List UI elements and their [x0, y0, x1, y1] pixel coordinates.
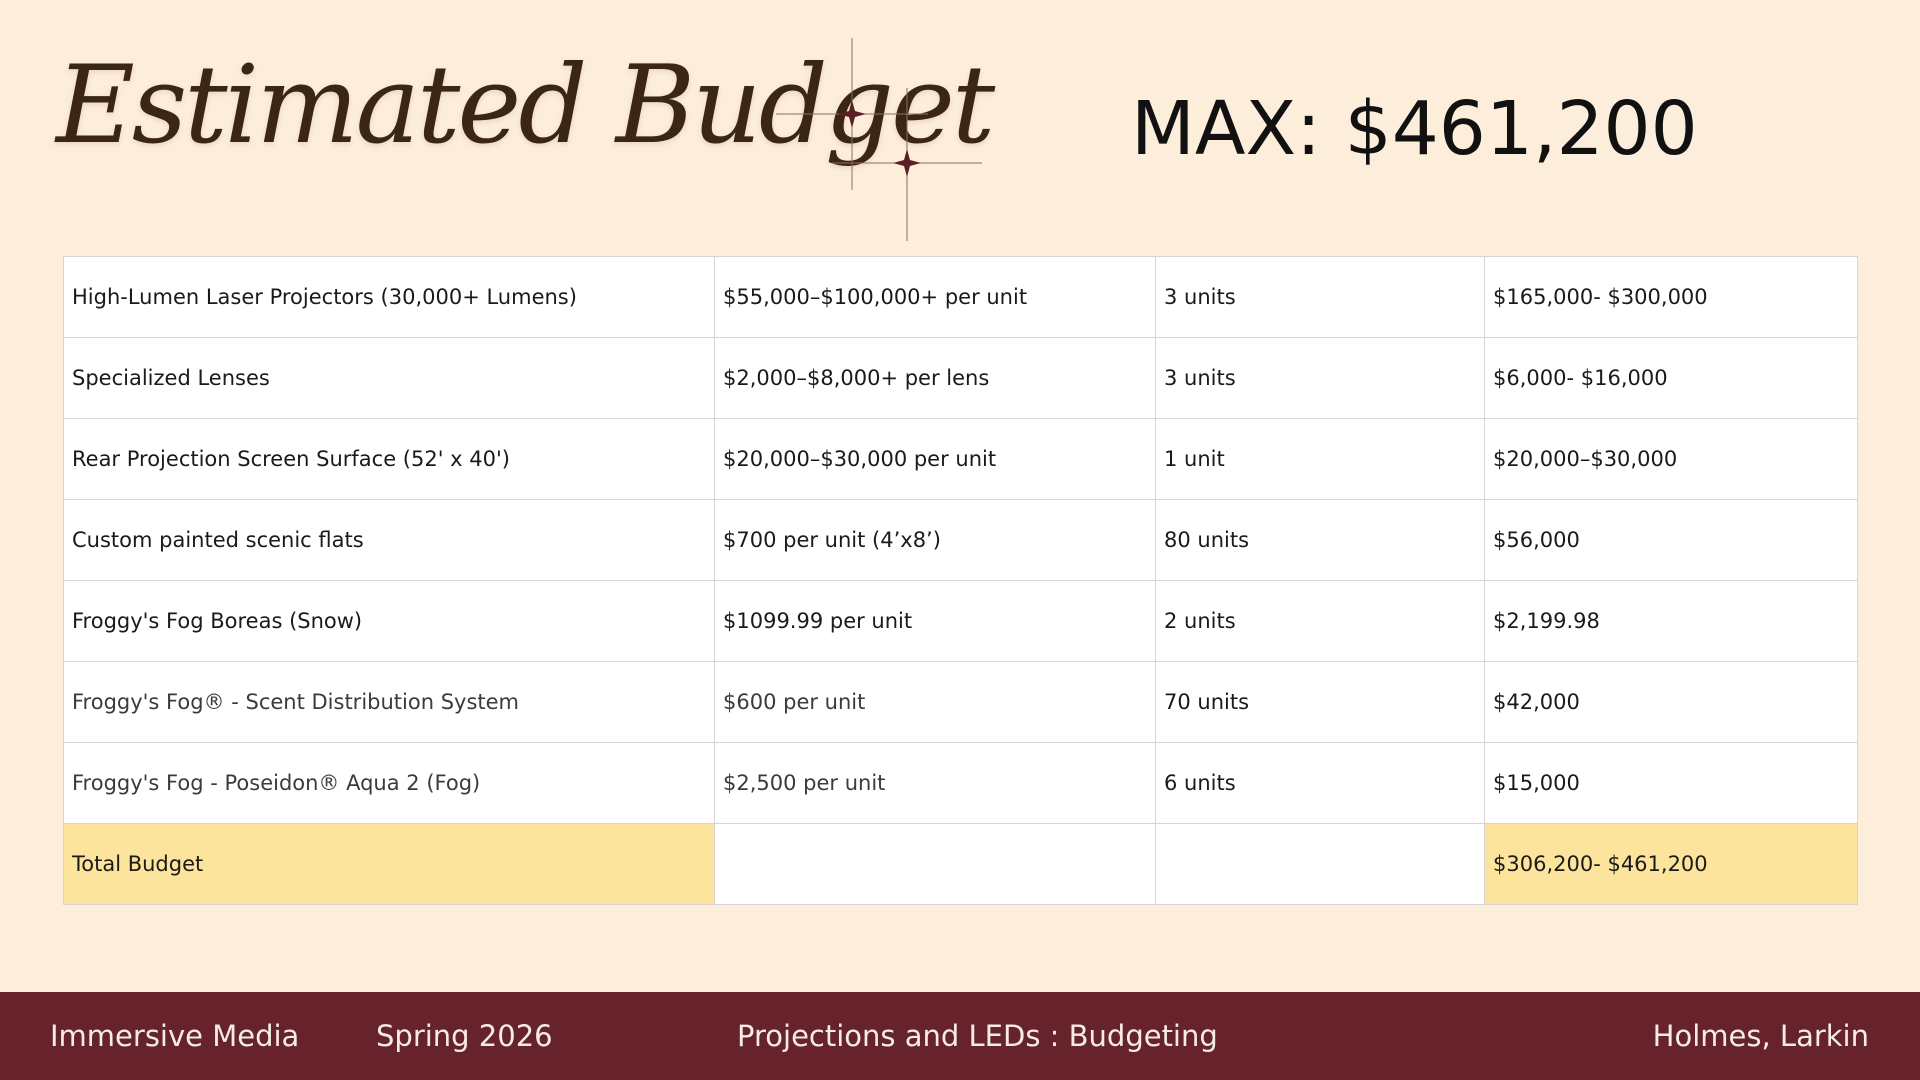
line-total-cell: $15,000	[1484, 742, 1858, 824]
unit-price-cell: $20,000–$30,000 per unit	[714, 418, 1156, 500]
unit-price-cell: $55,000–$100,000+ per unit	[714, 256, 1156, 338]
empty-cell	[1155, 823, 1485, 905]
table-row: High-Lumen Laser Projectors (30,000+ Lum…	[63, 256, 1858, 338]
line-total-cell: $20,000–$30,000	[1484, 418, 1858, 500]
item-cell: High-Lumen Laser Projectors (30,000+ Lum…	[63, 256, 715, 338]
line-total-cell: $6,000- $16,000	[1484, 337, 1858, 419]
footer-topic: Projections and LEDs : Budgeting	[737, 1019, 1218, 1053]
table-row: Specialized Lenses $2,000–$8,000+ per le…	[63, 337, 1858, 419]
quantity-cell: 80 units	[1155, 499, 1485, 581]
quantity-cell: 3 units	[1155, 337, 1485, 419]
line-total-cell: $42,000	[1484, 661, 1858, 743]
unit-price-cell: $2,000–$8,000+ per lens	[714, 337, 1156, 419]
total-budget-value: $306,200- $461,200	[1484, 823, 1858, 905]
sparkle-icon	[776, 38, 982, 241]
item-cell: Froggy's Fog® - Scent Distribution Syste…	[63, 661, 715, 743]
footer-bar: Immersive Media Spring 2026 Projections …	[0, 992, 1920, 1080]
table-row: Froggy's Fog Boreas (Snow) $1099.99 per …	[63, 580, 1858, 662]
line-total-cell: $2,199.98	[1484, 580, 1858, 662]
footer-course: Immersive Media	[50, 1019, 300, 1053]
table-row: Froggy's Fog® - Scent Distribution Syste…	[63, 661, 1858, 743]
table-row: Rear Projection Screen Surface (52' x 40…	[63, 418, 1858, 500]
quantity-cell: 3 units	[1155, 256, 1485, 338]
quantity-cell: 6 units	[1155, 742, 1485, 824]
table-row: Froggy's Fog - Poseidon® Aqua 2 (Fog) $2…	[63, 742, 1858, 824]
unit-price-cell: $1099.99 per unit	[714, 580, 1156, 662]
footer-term: Spring 2026	[376, 1019, 553, 1053]
quantity-cell: 1 unit	[1155, 418, 1485, 500]
line-total-cell: $56,000	[1484, 499, 1858, 581]
item-cell: Froggy's Fog Boreas (Snow)	[63, 580, 715, 662]
total-budget-label: Total Budget	[63, 823, 715, 905]
slide-title: Estimated Budget	[56, 43, 995, 168]
max-budget-label: MAX: $461,200	[1131, 86, 1698, 172]
table-row: Custom painted scenic flats $700 per uni…	[63, 499, 1858, 581]
line-total-cell: $165,000- $300,000	[1484, 256, 1858, 338]
budget-table: High-Lumen Laser Projectors (30,000+ Lum…	[63, 256, 1858, 905]
item-cell: Froggy's Fog - Poseidon® Aqua 2 (Fog)	[63, 742, 715, 824]
unit-price-cell: $600 per unit	[714, 661, 1156, 743]
unit-price-cell: $700 per unit (4’x8’)	[714, 499, 1156, 581]
item-cell: Specialized Lenses	[63, 337, 715, 419]
unit-price-cell: $2,500 per unit	[714, 742, 1156, 824]
footer-authors: Holmes, Larkin	[1652, 1019, 1869, 1053]
quantity-cell: 70 units	[1155, 661, 1485, 743]
empty-cell	[714, 823, 1156, 905]
item-cell: Rear Projection Screen Surface (52' x 40…	[63, 418, 715, 500]
total-budget-row: Total Budget $306,200- $461,200	[63, 823, 1858, 905]
item-cell: Custom painted scenic flats	[63, 499, 715, 581]
quantity-cell: 2 units	[1155, 580, 1485, 662]
